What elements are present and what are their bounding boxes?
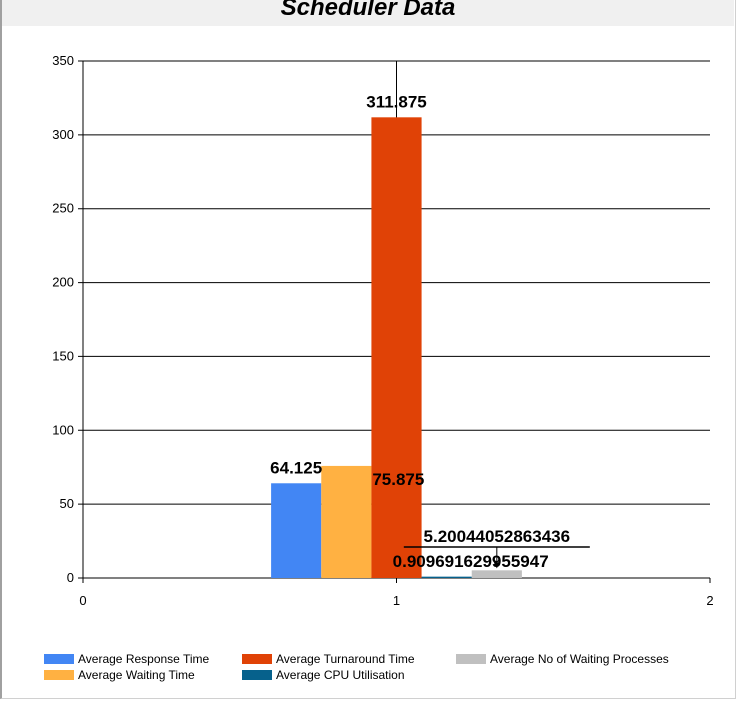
legend-swatch [242, 653, 272, 664]
y-tick-label: 350 [52, 53, 74, 68]
legend-label: Average Waiting Time [78, 668, 195, 682]
legend-swatch [456, 653, 486, 664]
data-label-arrow [493, 562, 500, 569]
data-label: 0.909691629955947 [393, 552, 549, 571]
x-tick-label: 1 [393, 593, 400, 608]
legend-label: Average CPU Utilisation [276, 668, 405, 682]
y-tick-label: 50 [60, 496, 74, 511]
legend-item: Average CPU Utilisation [242, 668, 405, 682]
bar-average-no-of-waiting-processes [471, 570, 522, 578]
legend-item: Average Response Time [44, 652, 209, 666]
y-tick-label: 0 [67, 570, 74, 585]
title-band [2, 0, 734, 26]
legend-item: Average Waiting Time [44, 668, 195, 682]
data-label: 75.875 [372, 470, 424, 489]
legend-swatch [44, 669, 74, 680]
y-tick-label: 200 [52, 275, 74, 290]
y-tick-label: 100 [52, 422, 74, 437]
data-label: 311.875 [366, 92, 427, 111]
legend-item: Average No of Waiting Processes [456, 652, 669, 666]
y-tick-label: 250 [52, 201, 74, 216]
legend-item: Average Turnaround Time [242, 652, 415, 666]
y-tick-label: 300 [52, 127, 74, 142]
y-tick-label: 150 [52, 348, 74, 363]
chart-title: Scheduler Data [280, 0, 456, 21]
data-label: 64.125 [270, 458, 322, 477]
bar-average-turnaround-time [371, 117, 422, 578]
legend-label: Average No of Waiting Processes [490, 652, 669, 666]
bar-average-cpu-utilisation [421, 576, 472, 578]
x-tick-label: 2 [706, 593, 713, 608]
legend-swatch [242, 669, 272, 680]
legend-swatch [44, 653, 74, 664]
bar-average-response-time [271, 483, 322, 578]
bar-average-waiting-time [321, 465, 372, 578]
x-tick-label: 0 [79, 593, 86, 608]
legend-label: Average Turnaround Time [276, 652, 415, 666]
legend-label: Average Response Time [78, 652, 210, 666]
data-label: 5.20044052863436 [424, 527, 571, 546]
